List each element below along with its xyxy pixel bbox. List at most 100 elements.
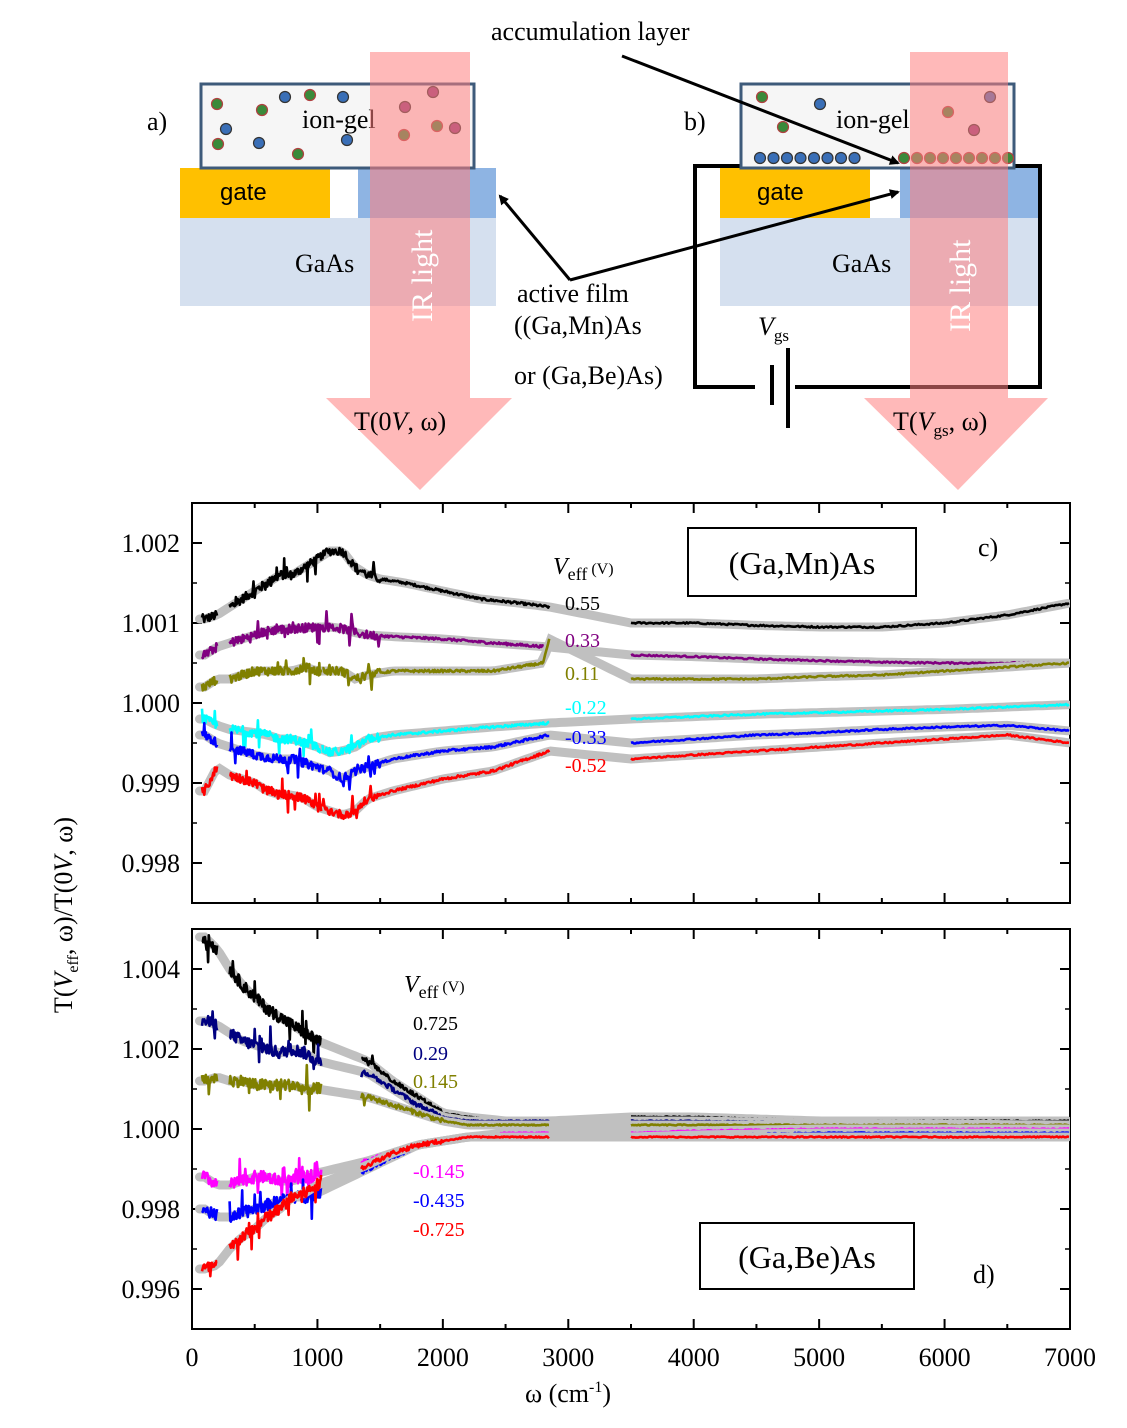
ion-7 xyxy=(252,136,266,150)
ytick-label: 0.996 xyxy=(122,1275,181,1304)
ion-gel-b-label: ion-gel xyxy=(836,105,910,134)
ion-8 xyxy=(291,147,305,161)
ion-0 xyxy=(210,97,224,111)
ion-1 xyxy=(219,122,233,136)
legend-entry--0.52: -0.52 xyxy=(565,755,607,777)
series-line--0.22 xyxy=(200,702,1070,758)
ytick-label: 1.002 xyxy=(122,1035,181,1064)
material-label-d: (Ga,Be)As xyxy=(738,1239,876,1275)
substrate-a-label: GaAs xyxy=(295,249,354,278)
xtick-label: 0 xyxy=(186,1343,199,1372)
chart-c: 0.998 0.999 1.000 1.001 1.002 (Ga,Mn)As c) V… xyxy=(122,502,1071,904)
ion-13 xyxy=(848,151,861,165)
substrate-b-label: GaAs xyxy=(832,249,891,278)
ion-4 xyxy=(278,90,292,104)
legend-entry--0.145: -0.145 xyxy=(413,1161,465,1183)
gate-b-label: gate xyxy=(757,179,804,206)
ion-10 xyxy=(807,151,821,165)
xtick-label: 1000 xyxy=(291,1343,343,1372)
series-line-0.33 xyxy=(200,610,1070,666)
active-film-label-3: or (Ga,Be)As) xyxy=(514,361,663,390)
y-axis-label: T(Veff, ω)/T(0V, ω) xyxy=(49,817,82,1013)
active-film-arrow-a xyxy=(498,194,572,281)
xtick-label: 6000 xyxy=(919,1343,971,1372)
ytick-label: 0.998 xyxy=(122,1195,181,1224)
x-axis-label: ω (cm-1) xyxy=(525,1379,611,1408)
legend-entry-0.145: 0.145 xyxy=(413,1071,458,1093)
ir-beam-a xyxy=(326,52,512,490)
gate-b xyxy=(720,168,870,218)
plot-frame-c xyxy=(191,502,1071,904)
xtick-label: 7000 xyxy=(1044,1343,1096,1372)
ytick-label: 1.002 xyxy=(122,529,181,558)
material-box-d xyxy=(699,1222,915,1290)
battery-gap xyxy=(755,378,795,398)
panel-c-label: c) xyxy=(978,533,998,562)
gate-a xyxy=(180,168,330,218)
ion-5 xyxy=(303,88,317,102)
series-line-0.11 xyxy=(200,638,1070,692)
chart-d: 0.996 0.998 1.000 1.002 1.004 (Ga,Be)As d) V… xyxy=(122,928,1096,1408)
series-line--0.145 xyxy=(200,1127,1069,1205)
panel-b-label: b) xyxy=(684,107,706,136)
ir-light-b-label: IR light xyxy=(944,239,977,332)
ir-light-a-label: IR light xyxy=(406,229,439,322)
xtick-label: 4000 xyxy=(668,1343,720,1372)
series-line-0.725 xyxy=(201,934,1070,1123)
ytick-label: 1.001 xyxy=(122,609,181,638)
panel-d-label: d) xyxy=(973,1260,995,1289)
vgs-label: Vgs xyxy=(758,312,789,345)
legend-entry-0.725: 0.725 xyxy=(413,1013,458,1035)
panel-a-label: a) xyxy=(147,107,167,136)
series-line-0.55 xyxy=(200,546,1070,630)
series-line--0.52 xyxy=(200,732,1070,821)
legend-entry-0.33: 0.33 xyxy=(565,630,600,652)
ion-0 xyxy=(755,90,769,104)
transmission-vgs-label: T(Vgs, ω) xyxy=(893,407,987,440)
xtick-label: 5000 xyxy=(793,1343,845,1372)
active-film-label-1: active film xyxy=(517,279,629,308)
ion-2 xyxy=(776,120,790,134)
legend-entry--0.435: -0.435 xyxy=(413,1190,465,1212)
legend-entry-0.29: 0.29 xyxy=(413,1043,448,1065)
series-line-0.29 xyxy=(200,1010,1070,1127)
material-label-c: (Ga,Mn)As xyxy=(729,545,876,581)
ir-beam-b xyxy=(864,52,1048,490)
ion-8 xyxy=(780,151,794,165)
legend-entry--0.33: -0.33 xyxy=(565,727,607,749)
accumulation-layer-label: accumulation layer xyxy=(491,17,690,46)
xtick-label: 2000 xyxy=(417,1343,469,1372)
ion-14 xyxy=(897,151,911,165)
legend-title-c: Veff (V) xyxy=(553,554,614,584)
ytick-label: 0.998 xyxy=(122,849,181,878)
series-line--0.33 xyxy=(200,721,1070,791)
ion-1 xyxy=(813,97,827,111)
legend-entry--0.725: -0.725 xyxy=(413,1219,465,1241)
accumulation-arrow xyxy=(621,54,900,165)
ion-3 xyxy=(255,103,269,117)
ytick-label: 1.000 xyxy=(122,689,181,718)
ion-11 xyxy=(821,151,834,165)
ion-6 xyxy=(753,151,767,165)
active-film-arrow-b xyxy=(569,189,900,282)
active-film-label-2: ((Ga,Mn)As xyxy=(514,311,642,340)
ion-9 xyxy=(794,151,807,165)
ion-9 xyxy=(340,133,354,147)
series-line--0.435 xyxy=(200,1131,1070,1223)
ion-7 xyxy=(767,151,780,165)
schematic: a) GaAs gate ion-gel IR light T(0V, ω) b… xyxy=(147,17,1048,490)
legend-entry-0.11: 0.11 xyxy=(565,663,599,685)
legend-entry--0.22: -0.22 xyxy=(565,697,607,719)
ion-gel-a-label: ion-gel xyxy=(302,105,376,134)
series-line--0.725 xyxy=(200,1135,1070,1278)
material-box-c xyxy=(687,527,917,597)
ion-12 xyxy=(834,151,848,165)
series-line-0.145 xyxy=(200,1063,1070,1127)
ytick-label: 1.000 xyxy=(122,1115,181,1144)
ytick-label: 1.004 xyxy=(122,955,181,984)
gate-a-label: gate xyxy=(220,179,267,206)
ytick-label: 0.999 xyxy=(122,769,181,798)
legend-title-d: Veff (V) xyxy=(404,972,465,1002)
legend-entry-0.55: 0.55 xyxy=(565,593,600,615)
ion-6 xyxy=(336,90,350,104)
